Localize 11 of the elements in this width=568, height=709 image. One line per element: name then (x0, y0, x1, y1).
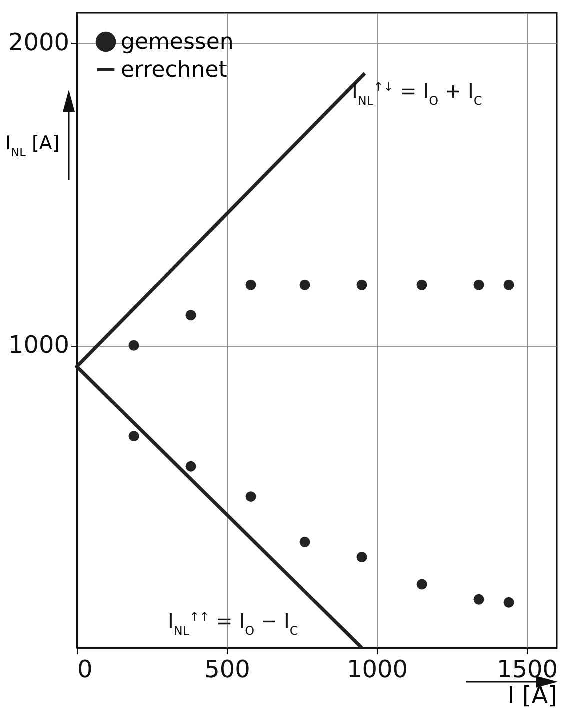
x-tick-label: 1000 (346, 656, 408, 684)
x-tick-label: 1500 (496, 656, 558, 684)
legend-label: gemessen (121, 30, 234, 55)
x-tick-label: 500 (204, 656, 250, 684)
annotation: I$_{NL}$$^{↑↓}$ = I$_{O}$ + I$_{C}$ (352, 79, 482, 108)
annotation: I$_{NL}$$^{↑↑}$ = I$_{O}$ − I$_{C}$ (168, 609, 298, 638)
x-axis-title: I [A] (508, 682, 558, 709)
y-axis-title: I$_{NL}$ [A] (6, 132, 60, 160)
y-tick-label: 2000 (8, 28, 70, 57)
x-tick-label: 0 (78, 656, 93, 684)
legend-label: errechnet (121, 58, 228, 83)
